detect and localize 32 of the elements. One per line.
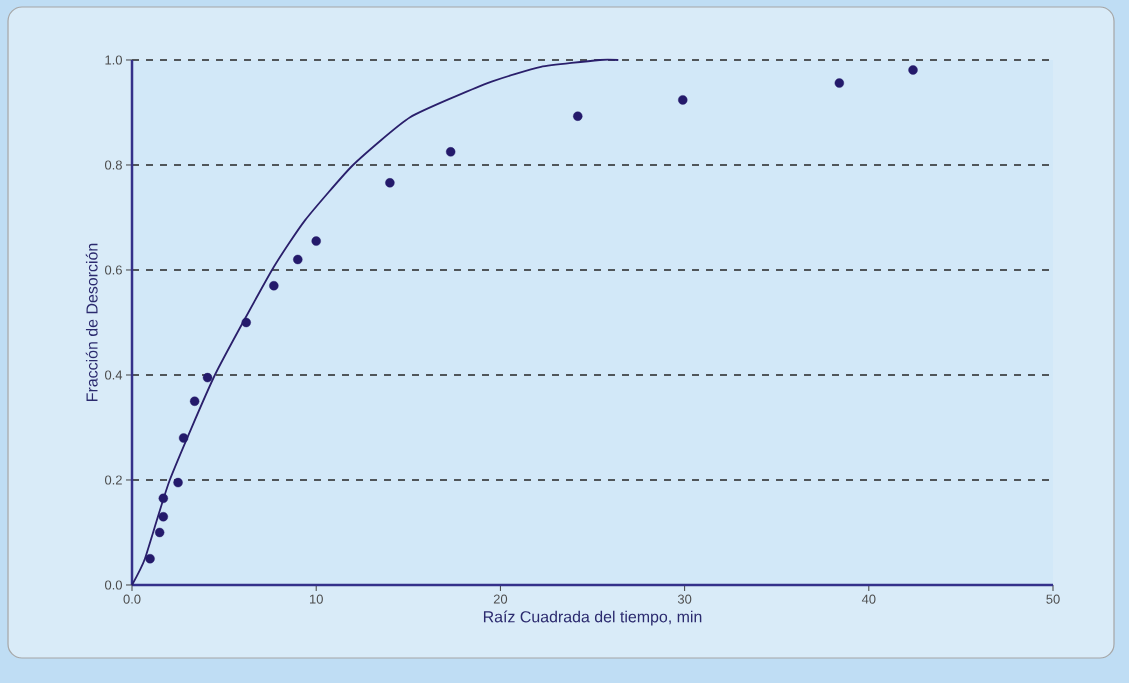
y-tick-label: 0.4 — [104, 370, 123, 380]
x-tick-label: 50 — [1046, 594, 1060, 604]
y-tick-label: 0.8 — [104, 160, 122, 170]
x-tick-label: 30 — [677, 594, 692, 604]
x-tick-label: 10 — [309, 594, 323, 604]
point — [834, 78, 845, 88]
y-tick-label: 0.0 — [104, 580, 122, 590]
point — [189, 396, 200, 406]
y-tick-label: 1.0 — [105, 55, 122, 65]
x-tick-label: 40 — [861, 594, 876, 604]
point — [202, 372, 213, 383]
point — [241, 317, 251, 328]
point — [311, 236, 321, 246]
x-axis-title: Raíz Cuadrada del tiempo, min — [483, 610, 702, 626]
x-tick-label: 0.0 — [123, 594, 141, 604]
point — [573, 111, 583, 121]
y-tick-label: 0.6 — [104, 265, 122, 275]
point — [269, 281, 279, 291]
point — [678, 95, 688, 105]
x-tick-label: 20 — [493, 594, 508, 604]
y-axis-title: Fracción de Desorción — [85, 243, 98, 401]
point — [178, 433, 189, 443]
y-tick-label: 0.2 — [104, 475, 122, 485]
point — [293, 254, 303, 265]
point — [385, 178, 395, 188]
point — [173, 477, 183, 488]
point — [145, 554, 155, 564]
point — [154, 527, 165, 538]
point — [158, 512, 169, 522]
point — [158, 493, 169, 504]
point — [445, 147, 456, 157]
point — [908, 65, 918, 75]
